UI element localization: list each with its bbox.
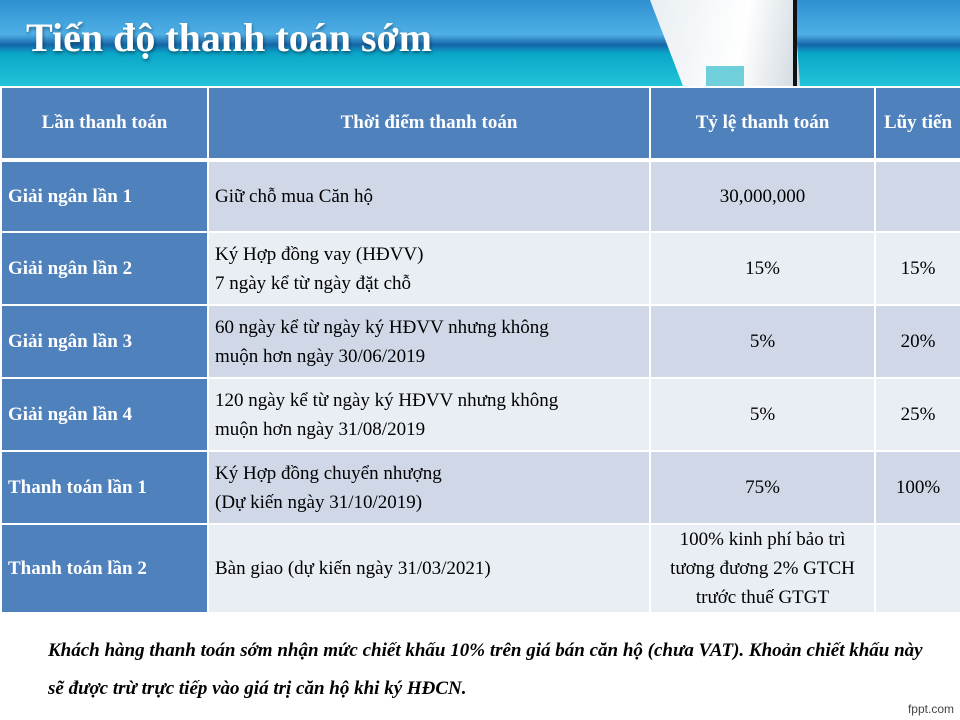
page-title: Tiến độ thanh toán sớm bbox=[26, 15, 432, 60]
payment-stage-cell: Thanh toán lần 2 bbox=[0, 523, 209, 614]
payment-time-cell-line: Giữ chỗ mua Căn hộ bbox=[215, 186, 374, 207]
cumulative-cell: 25% bbox=[874, 377, 960, 452]
cumulative-cell-line: 15% bbox=[900, 258, 936, 279]
cumulative-cell: 100% bbox=[874, 450, 960, 525]
payment-rate-cell-line: 30,000,000 bbox=[719, 186, 806, 207]
payment-rate-cell: 5% bbox=[649, 304, 876, 379]
payment-rate-cell-line: trước thuế GTGT bbox=[695, 587, 830, 608]
cumulative-cell-line: 100% bbox=[895, 477, 941, 498]
payment-rate-cell: 5% bbox=[649, 377, 876, 452]
payment-time-cell-line: Ký Hợp đồng chuyển nhượng bbox=[215, 462, 442, 484]
payment-rate-cell-line: 5% bbox=[749, 404, 776, 425]
cumulative-cell: 20% bbox=[874, 304, 960, 379]
payment-time-cell: Ký Hợp đồng chuyển nhượng (Dự kiến ngày 3… bbox=[207, 450, 651, 525]
payment-time-cell-line: Bàn giao (dự kiến ngày 31/03/2021) bbox=[215, 558, 491, 579]
table-row: Giải ngân lần 1 Giữ chỗ mua Căn hộ 30,000,… bbox=[0, 159, 960, 233]
payment-rate-cell-line: 15% bbox=[745, 258, 780, 279]
payment-stage-cell: Giải ngân lần 1 bbox=[0, 159, 209, 233]
payment-rate-cell: 15% bbox=[649, 231, 876, 306]
payment-stage-cell-line: Giải ngân lần 1 bbox=[8, 186, 133, 207]
table-row: Giải ngân lần 2 Ký Hợp đồng vay (HĐVV) 7 n… bbox=[0, 231, 960, 306]
payment-stage-cell: Thanh toán lần 1 bbox=[0, 450, 209, 525]
brand-watermark: fppt.com bbox=[907, 702, 954, 716]
cumulative-cell-line: 20% bbox=[900, 331, 936, 352]
payment-time-cell: Ký Hợp đồng vay (HĐVV) 7 ngày kể từ ngày … bbox=[207, 231, 651, 306]
column-header: Lũy tiến bbox=[874, 86, 960, 162]
payment-rate-cell: 75% bbox=[649, 450, 876, 525]
payment-stage-cell: Giải ngân lần 3 bbox=[0, 304, 209, 379]
payment-stage-cell-line: Thanh toán lần 2 bbox=[8, 558, 147, 579]
payment-stage-cell-line: Giải ngân lần 4 bbox=[8, 404, 133, 425]
sailboat-mast bbox=[793, 0, 797, 86]
sail-patch bbox=[706, 66, 744, 86]
payment-stage-cell-line: Giải ngân lần 2 bbox=[8, 258, 133, 279]
cumulative-cell bbox=[874, 523, 960, 614]
payment-time-cell: 120 ngày kể từ ngày ký HĐVV nhưng không m… bbox=[207, 377, 651, 452]
payment-rate-cell-line: 75% bbox=[745, 477, 780, 498]
payment-rate-cell-line: 100% kinh phí bảo trì bbox=[679, 529, 846, 550]
payment-time-cell: Bàn giao (dự kiến ngày 31/03/2021) bbox=[207, 523, 651, 614]
table-row: Giải ngân lần 4 120 ngày kể từ ngày ký HĐ… bbox=[0, 377, 960, 452]
column-header: Thời điểm thanh toán bbox=[207, 86, 651, 162]
payment-time-cell: Giữ chỗ mua Căn hộ bbox=[207, 159, 651, 233]
payment-time-cell-line: muộn hơn ngày 31/08/2019 bbox=[215, 418, 426, 440]
table-header-row: Lần thanh toán Thời điểm thanh toán Tỷ l… bbox=[0, 86, 960, 162]
payment-time-cell-line: muộn hơn ngày 30/06/2019 bbox=[215, 345, 426, 367]
table-row: Thanh toán lần 1 Ký Hợp đồng chuyển nhượn… bbox=[0, 450, 960, 525]
payment-rate-cell: 100% kinh phí bảo trì tương đương 2% GTCH… bbox=[649, 523, 876, 614]
payment-stage-cell: Giải ngân lần 4 bbox=[0, 377, 209, 452]
table-row: Giải ngân lần 3 60 ngày kể từ ngày ký HĐV… bbox=[0, 304, 960, 379]
payment-schedule-table: Lần thanh toán Thời điểm thanh toán Tỷ l… bbox=[0, 86, 960, 614]
payment-stage-cell-line: Thanh toán lần 1 bbox=[8, 477, 147, 498]
payment-time-cell-line: 60 ngày kể từ ngày ký HĐVV nhưng không bbox=[215, 316, 549, 338]
payment-rate-cell-line: tương đương 2% GTCH bbox=[670, 558, 855, 579]
column-header: Lần thanh toán bbox=[0, 86, 209, 162]
header-banner bbox=[0, 0, 960, 86]
payment-time-cell: 60 ngày kể từ ngày ký HĐVV nhưng không mu… bbox=[207, 304, 651, 379]
payment-time-cell-line: 7 ngày kể từ ngày đặt chỗ bbox=[215, 272, 412, 294]
payment-time-cell-line: (Dự kiến ngày 31/10/2019) bbox=[215, 491, 423, 513]
payment-stage-cell-line: Giải ngân lần 3 bbox=[8, 331, 133, 352]
payment-stage-cell: Giải ngân lần 2 bbox=[0, 231, 209, 306]
table-row: Thanh toán lần 2 Bàn giao (dự kiến ngày 3… bbox=[0, 523, 960, 614]
cumulative-cell bbox=[874, 159, 960, 233]
payment-time-cell-line: 120 ngày kể từ ngày ký HĐVV nhưng không bbox=[215, 389, 559, 411]
payment-rate-cell-line: 5% bbox=[749, 331, 776, 352]
column-header: Tỷ lệ thanh toán bbox=[649, 86, 876, 162]
discount-note: Khách hàng thanh toán sớm nhận mức chiết… bbox=[48, 640, 923, 699]
cumulative-cell-line: 25% bbox=[900, 404, 936, 425]
payment-rate-cell: 30,000,000 bbox=[649, 159, 876, 233]
cumulative-cell: 15% bbox=[874, 231, 960, 306]
payment-time-cell-line: Ký Hợp đồng vay (HĐVV) bbox=[215, 243, 424, 265]
